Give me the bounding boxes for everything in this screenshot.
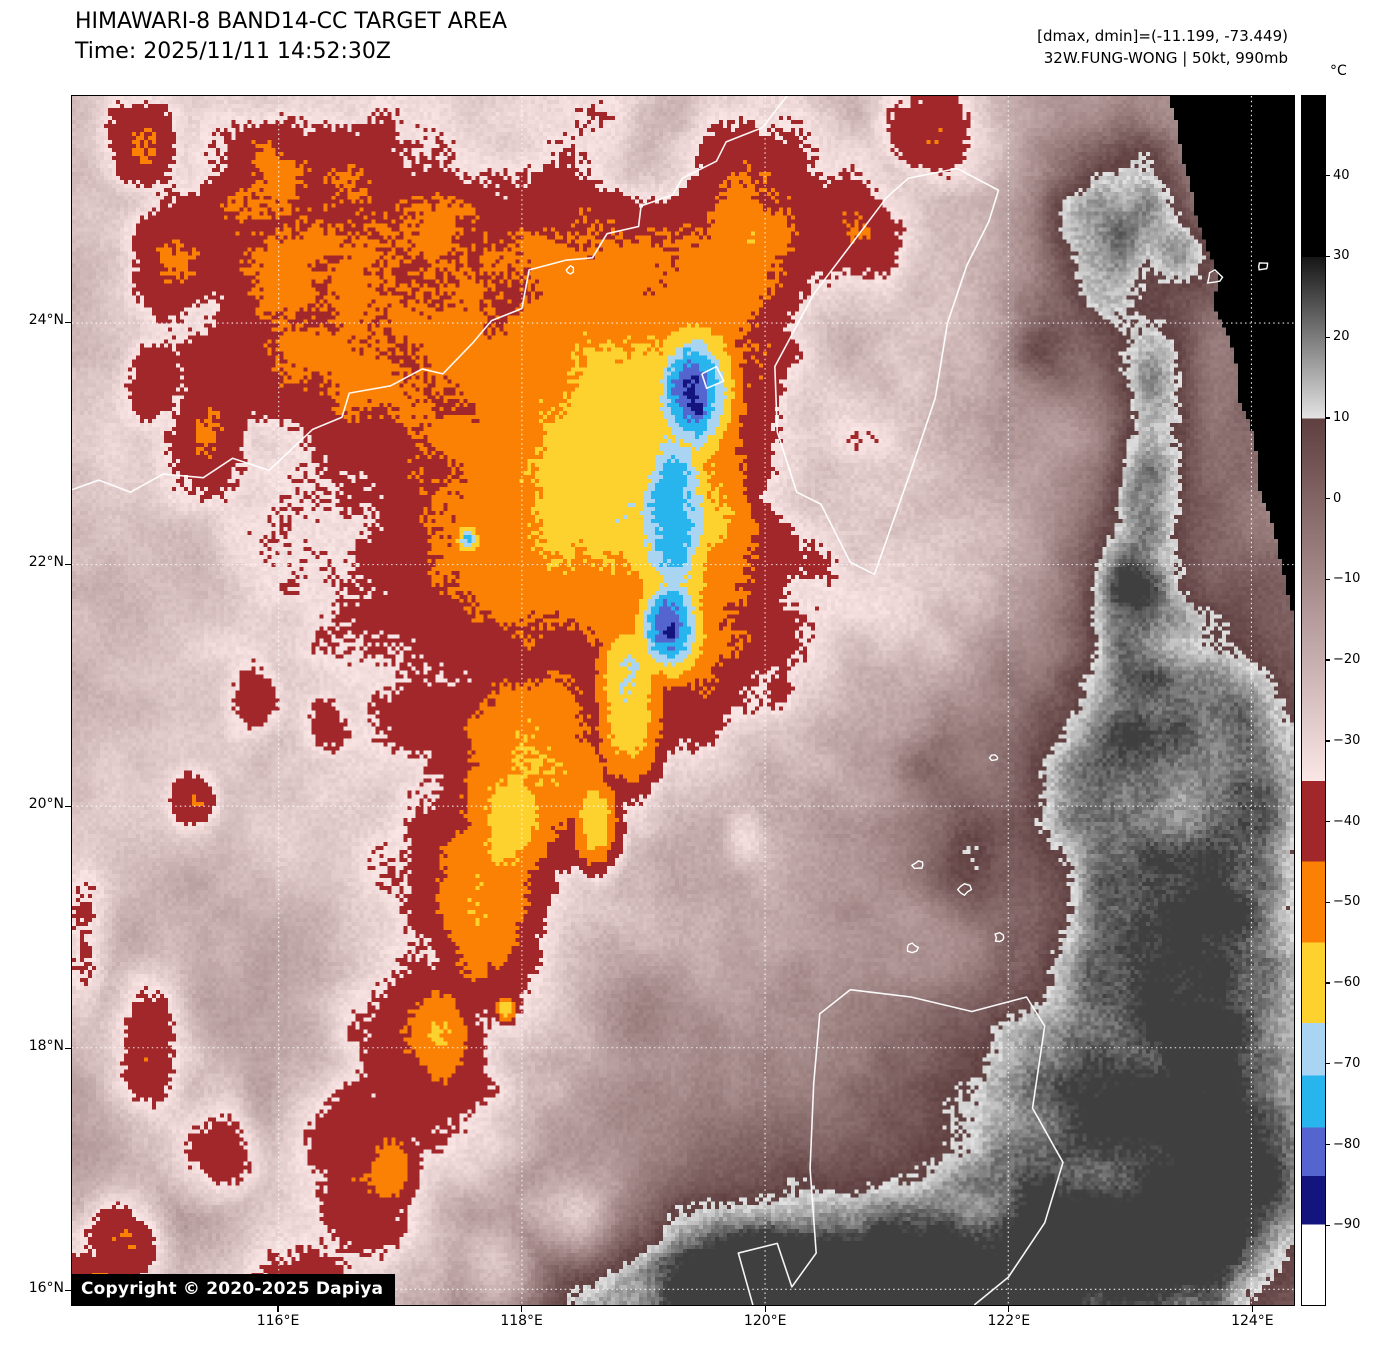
lon-tick-mark (1008, 1306, 1010, 1312)
colorbar-tick-mark (1326, 255, 1330, 258)
colorbar-tick-mark (1326, 740, 1330, 742)
satellite-ir-image (72, 96, 1294, 1305)
colorbar-tick-mark (1326, 498, 1330, 500)
island-calayan (956, 883, 973, 897)
coastline-luzon (737, 988, 1064, 1305)
lon-tick-label: 120°E (743, 1313, 787, 1329)
lat-tick-mark (65, 1047, 71, 1049)
colorbar-tick-mark (1326, 820, 1330, 823)
colorbar-tick-label: 20 (1333, 329, 1350, 345)
colorbar-tick-label: 30 (1333, 248, 1350, 264)
colorbar-tick-mark (1326, 1143, 1330, 1146)
colorbar-tick-mark (1326, 982, 1330, 984)
colorbar-tick-mark (1326, 417, 1330, 419)
colorbar-tick-label: −60 (1333, 975, 1361, 991)
lat-tick-mark (65, 1289, 71, 1291)
lon-tick-mark (277, 1306, 279, 1312)
coastline-china-coast (72, 96, 788, 493)
colorbar-unit-label: °C (1330, 63, 1347, 79)
island-batanes (988, 754, 999, 762)
island-ishigaki (1258, 262, 1269, 271)
coastlines (72, 96, 1269, 1305)
lon-tick-label: 118°E (500, 1313, 543, 1329)
lon-tick-label: 116°E (256, 1313, 300, 1329)
lat-tick-label: 16°N (28, 1280, 64, 1297)
colorbar-tick-label: −70 (1333, 1055, 1361, 1071)
colorbar-tick-mark (1326, 336, 1330, 338)
colorbar-tick-label: −30 (1333, 732, 1361, 748)
island-dalupiri (910, 860, 924, 870)
colorbar-tick-label: 0 (1333, 490, 1342, 506)
figure-title: HIMAWARI-8 BAND14-CC TARGET AREA (75, 9, 508, 34)
colorbar (1301, 95, 1326, 1306)
storm-info-readout: 32W.FUNG-WONG | 50kt, 990mb (1043, 49, 1288, 67)
colorbar-tick-label: −50 (1333, 894, 1361, 910)
copyright-badge: Copyright © 2020-2025 Dapiya (72, 1274, 396, 1305)
lat-tick-mark (65, 805, 71, 808)
colorbar-tick-mark (1326, 1063, 1330, 1065)
lat-tick-label: 20°N (28, 796, 64, 813)
colorbar-gradient (1302, 96, 1325, 1305)
colorbar-tick-label: −20 (1333, 652, 1361, 668)
colorbar-tick-mark (1326, 1224, 1330, 1226)
lon-tick-label: 124°E (1231, 1313, 1274, 1329)
colorbar-tick-label: −90 (1333, 1217, 1361, 1233)
graticule-gridlines (72, 96, 1294, 1305)
colorbar-tick-label: −40 (1333, 813, 1361, 829)
colorbar-tick-mark (1326, 659, 1330, 661)
map-plot-area: Copyright © 2020-2025 Dapiya (71, 95, 1295, 1306)
island-kinmen (565, 264, 575, 275)
figure-timestamp: Time: 2025/11/11 14:52:30Z (75, 39, 391, 64)
island-fuga (906, 942, 920, 954)
island-iriomote (1206, 268, 1224, 284)
lat-tick-mark (65, 563, 71, 566)
map-overlay (72, 96, 1294, 1305)
lon-tick-mark (764, 1306, 766, 1312)
lon-tick-mark (520, 1306, 523, 1312)
lat-tick-mark (65, 321, 71, 324)
colorbar-tick-label: 40 (1333, 167, 1350, 183)
colorbar-tick-mark (1326, 175, 1330, 177)
lon-tick-label: 122°E (987, 1313, 1031, 1329)
colorbar-tick-mark (1326, 901, 1330, 903)
colorbar-tick-label: 10 (1333, 409, 1350, 425)
lat-tick-label: 24°N (28, 312, 64, 329)
dmax-dmin-readout: [dmax, dmin]=(-11.199, -73.449) (1037, 27, 1288, 45)
coastline-penghu (701, 365, 725, 390)
lon-tick-mark (1251, 1306, 1254, 1312)
colorbar-tick-label: −80 (1333, 1136, 1361, 1152)
colorbar-tick-mark (1326, 578, 1330, 581)
lat-tick-label: 22°N (28, 554, 64, 571)
colorbar-tick-label: −10 (1333, 571, 1361, 587)
coastline-taiwan (774, 167, 1000, 576)
lat-tick-label: 18°N (28, 1038, 64, 1055)
island-camiguin (994, 931, 1005, 943)
